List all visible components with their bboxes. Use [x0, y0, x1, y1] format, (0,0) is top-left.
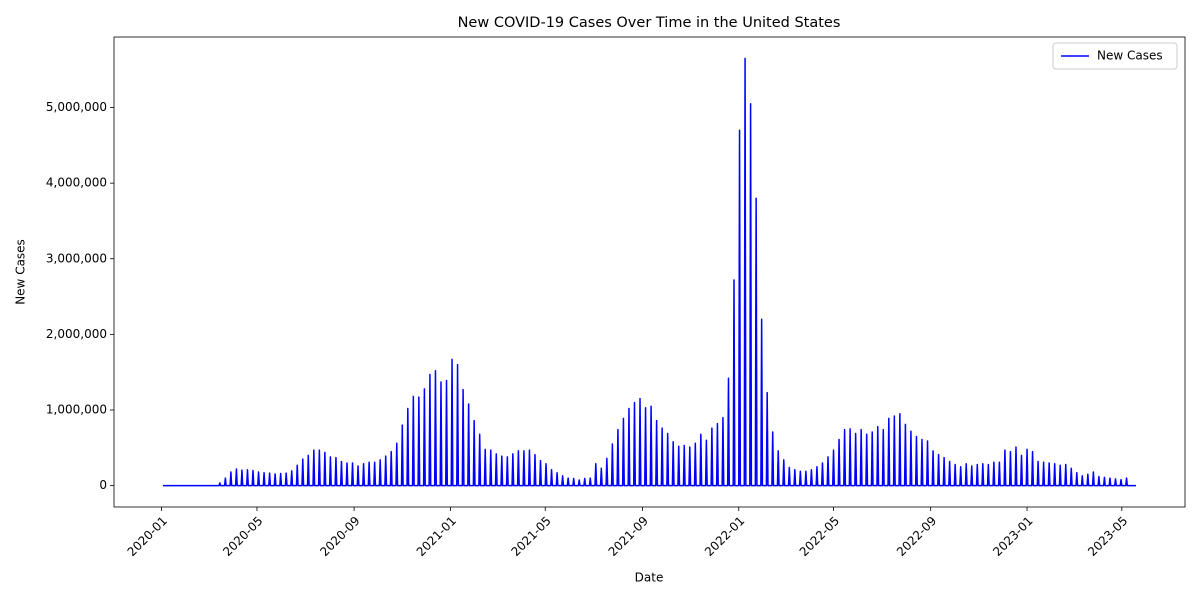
y-tick-label: 3,000,000	[46, 251, 107, 265]
x-axis-label: Date	[635, 571, 664, 585]
y-tick-label: 2,000,000	[46, 327, 107, 341]
legend: New Cases	[1052, 42, 1178, 70]
y-tick-label: 0	[99, 478, 107, 492]
legend-label: New Cases	[1097, 49, 1163, 63]
y-tick-label: 1,000,000	[46, 403, 107, 417]
chart-title: New COVID-19 Cases Over Time in the Unit…	[458, 15, 841, 31]
data-line	[162, 57, 1137, 487]
y-tick-label: 4,000,000	[46, 176, 107, 190]
legend-box	[1052, 42, 1178, 70]
plot-frame	[113, 36, 1186, 508]
y-axis-label: New Cases	[14, 239, 28, 305]
y-tick-label: 5,000,000	[46, 100, 107, 114]
